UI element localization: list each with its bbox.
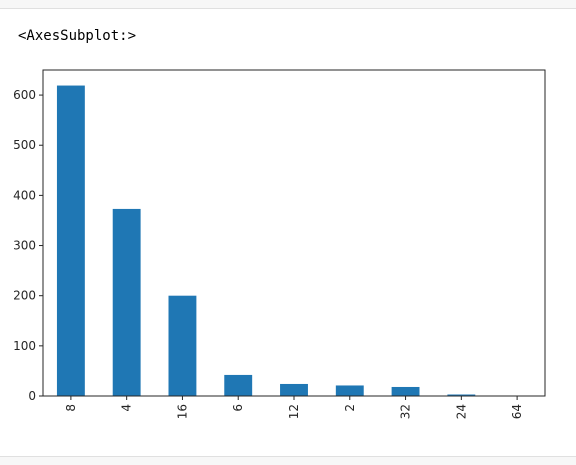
axes-subplot-repr: <AxesSubplot:> (18, 28, 137, 44)
x-tick-label: 6 (231, 404, 245, 412)
next-cell-edge (0, 456, 576, 465)
bar-12 (280, 383, 308, 396)
bar-4 (112, 208, 141, 396)
x-axis: 8 4 16 6 12 2 32 24 64 (64, 396, 524, 419)
x-tick-label: 12 (287, 404, 301, 419)
x-tick-label: 2 (343, 404, 357, 412)
bar-6 (224, 374, 253, 396)
y-axis: 0 100 200 300 400 500 600 (13, 88, 43, 403)
x-tick-label: 16 (175, 404, 189, 419)
y-tick-label: 300 (13, 239, 36, 253)
y-tick-label: 0 (28, 389, 36, 403)
bar-series (56, 85, 532, 396)
bar-24 (447, 394, 476, 396)
bar-16 (168, 295, 197, 396)
previous-cell-edge (0, 0, 576, 9)
bar-2 (335, 385, 364, 396)
x-tick-label: 24 (454, 404, 468, 419)
plot-frame (42, 69, 546, 397)
y-tick-label: 400 (13, 188, 36, 202)
x-tick-label: 32 (399, 404, 413, 419)
x-tick-label: 8 (64, 404, 78, 412)
bar-32 (391, 386, 420, 396)
y-tick-label: 100 (13, 339, 36, 353)
y-tick-label: 600 (13, 88, 36, 102)
y-tick-label: 200 (13, 289, 36, 303)
bar-8 (56, 85, 85, 396)
x-tick-label: 64 (510, 404, 524, 419)
x-tick-label: 4 (120, 404, 134, 412)
y-tick-label: 500 (13, 138, 36, 152)
